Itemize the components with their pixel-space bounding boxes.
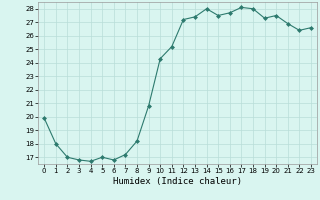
X-axis label: Humidex (Indice chaleur): Humidex (Indice chaleur) xyxy=(113,177,242,186)
